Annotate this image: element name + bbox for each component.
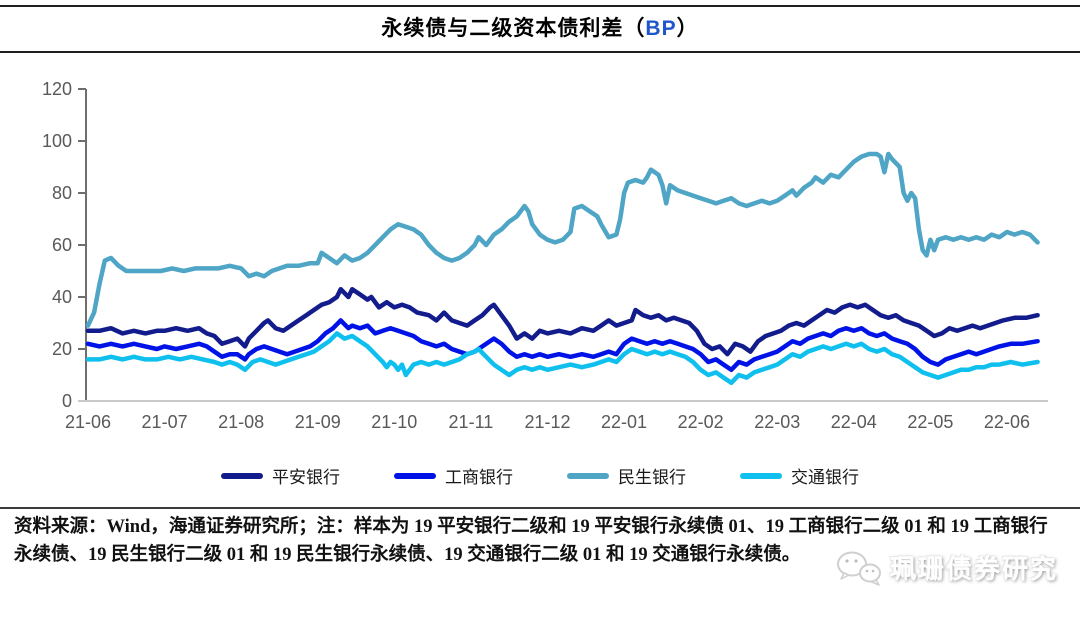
x-axis-label: 21-11 bbox=[449, 412, 494, 432]
x-axis-label: 21-12 bbox=[524, 412, 570, 432]
series-line-交通银行 bbox=[85, 331, 1040, 386]
legend-item: 工商银行 bbox=[394, 463, 513, 488]
source-note: 资料来源：Wind，海通证券研究所；注：样本为 19 平安银行二级和 19 平安… bbox=[14, 517, 1048, 565]
legend-label: 民生银行 bbox=[618, 468, 686, 487]
chart-title-text: 永续债与二级资本债利差（ bbox=[381, 17, 646, 40]
x-axis-label: 21-06 bbox=[65, 412, 111, 432]
x-axis-label: 21-08 bbox=[218, 412, 264, 432]
x-axis-label: 22-06 bbox=[984, 412, 1030, 432]
title-divider bbox=[0, 51, 1080, 53]
series-line-工商银行 bbox=[85, 318, 1040, 373]
wechat-icon bbox=[836, 551, 881, 586]
x-axis-label: 21-07 bbox=[142, 412, 188, 432]
series-line-平安银行 bbox=[85, 286, 1040, 357]
y-axis-label: 100 bbox=[42, 131, 72, 151]
note-divider bbox=[0, 507, 1080, 509]
y-axis-label: 0 bbox=[62, 391, 72, 411]
legend-swatch bbox=[394, 472, 436, 479]
legend-label: 交通银行 bbox=[791, 468, 859, 487]
legend-label: 平安银行 bbox=[272, 468, 340, 487]
y-axis-label: 80 bbox=[52, 183, 72, 203]
legend-swatch bbox=[221, 472, 263, 479]
legend-label: 工商银行 bbox=[445, 468, 513, 487]
chart-legend: 平安银行 工商银行 民生银行 交通银行 bbox=[0, 463, 1080, 488]
legend-item: 平安银行 bbox=[221, 463, 340, 488]
x-axis-label: 22-03 bbox=[754, 412, 800, 432]
chart-title-highlight: BP bbox=[645, 17, 677, 40]
y-axis-label: 40 bbox=[52, 287, 72, 307]
chart-title: 永续债与二级资本债利差（BP） bbox=[0, 12, 1080, 42]
chart-title-suffix: ） bbox=[676, 17, 699, 40]
series-line-民生银行 bbox=[85, 151, 1040, 328]
watermark-text: 珮珊债券研究 bbox=[889, 554, 1058, 584]
x-axis-label: 21-10 bbox=[371, 412, 417, 432]
y-axis-label: 60 bbox=[52, 235, 72, 255]
x-axis-label: 22-01 bbox=[601, 412, 647, 432]
y-axis-label: 20 bbox=[52, 339, 72, 359]
x-axis-label: 22-02 bbox=[678, 412, 724, 432]
legend-item: 民生银行 bbox=[567, 463, 686, 488]
x-axis-label: 22-05 bbox=[907, 412, 953, 432]
watermark: 珮珊债券研究 bbox=[836, 549, 1058, 586]
legend-swatch bbox=[567, 472, 609, 479]
x-axis-label: 22-04 bbox=[831, 412, 877, 432]
y-axis-label: 120 bbox=[42, 79, 72, 99]
line-chart: 0 20 40 60 80 100 120 21-06 21-07 21-08 21-09 21-10… bbox=[42, 79, 1048, 432]
legend-swatch bbox=[740, 472, 782, 479]
top-divider bbox=[0, 5, 1080, 7]
legend-item: 交通银行 bbox=[740, 463, 859, 488]
x-axis-label: 21-09 bbox=[295, 412, 341, 432]
